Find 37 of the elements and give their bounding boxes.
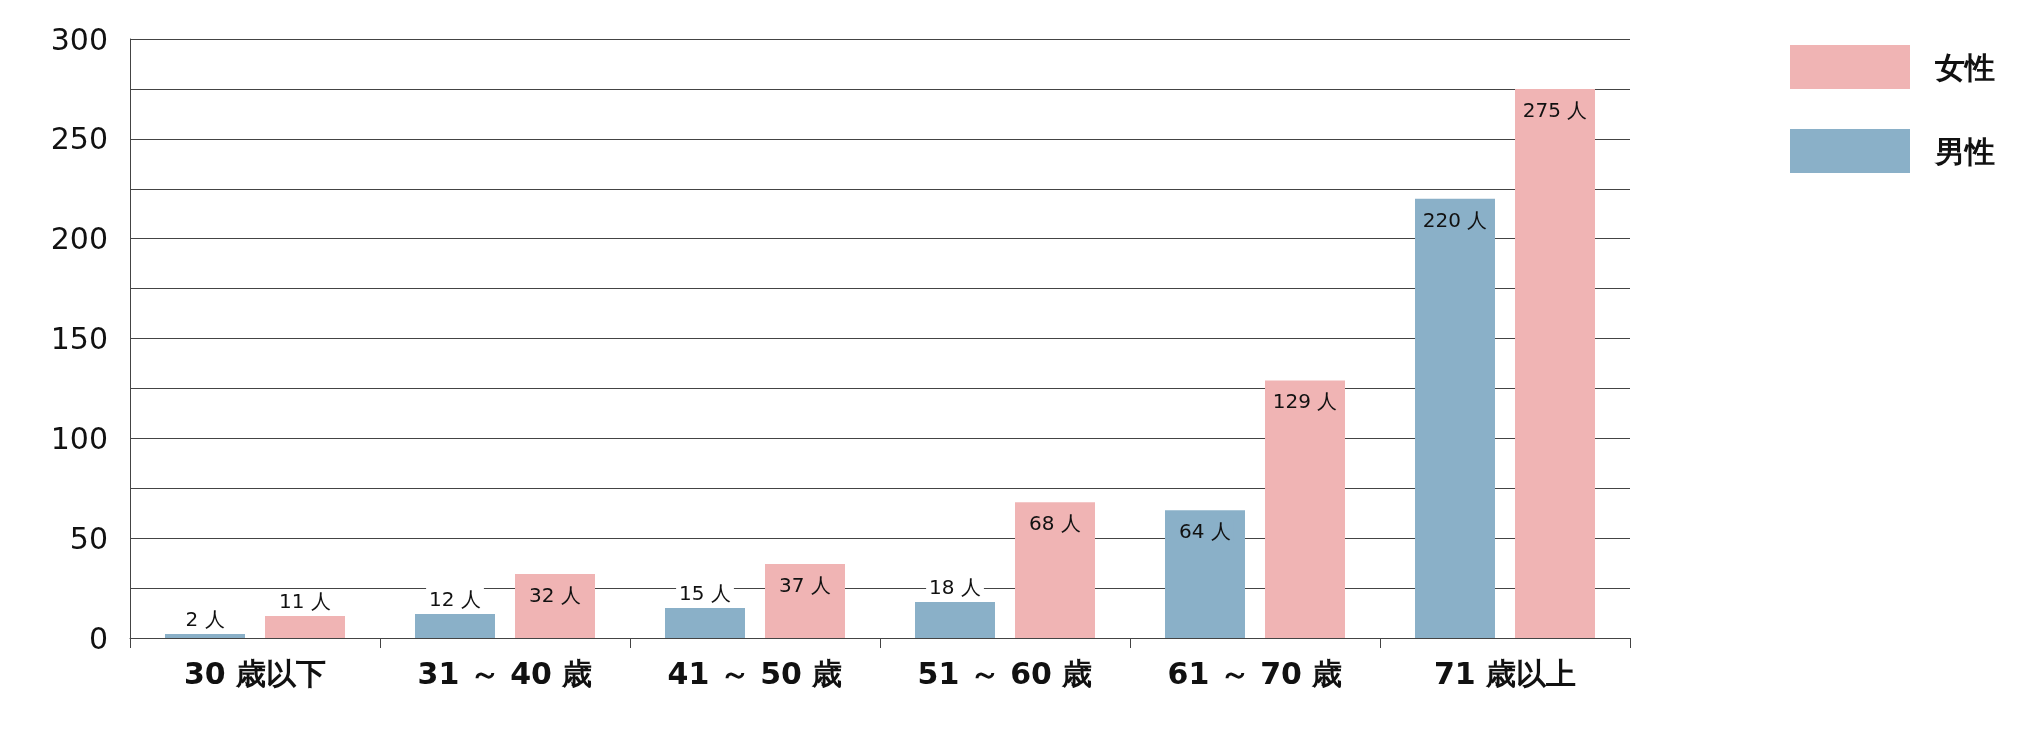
legend-label: 男性 [1934, 133, 1995, 169]
x-tick-label: 61 ～ 70 歳 [1167, 655, 1343, 691]
y-tick-label: 50 [69, 520, 108, 556]
x-tick-label: 51 ～ 60 歳 [917, 655, 1093, 691]
bar [1015, 502, 1095, 638]
legend-label: 女性 [1934, 49, 1995, 85]
data-label: 18 人 [929, 575, 981, 600]
bar [665, 608, 745, 638]
data-label: 2 人 [185, 607, 225, 632]
y-tick-label: 300 [50, 21, 108, 57]
data-label: 15 人 [679, 581, 731, 606]
bar [1415, 198, 1495, 638]
bar [1515, 88, 1595, 638]
bar [1165, 510, 1245, 638]
bar [265, 616, 345, 638]
y-tick-label: 0 [88, 620, 108, 656]
x-tick-label: 31 ～ 40 歳 [417, 655, 593, 691]
y-tick-label: 200 [50, 221, 108, 257]
data-label: 129 人 [1272, 389, 1338, 414]
bar [1265, 380, 1345, 638]
y-tick-label: 250 [50, 121, 108, 157]
y-tick-label: 150 [50, 321, 108, 356]
data-label: 11 人 [279, 589, 331, 614]
bar [915, 602, 995, 638]
x-tick-label: 30 歳以下 [183, 655, 327, 691]
x-tick-label: 41 ～ 50 歳 [667, 655, 843, 691]
data-label: 37 人 [779, 573, 831, 598]
y-tick-label: 100 [50, 420, 108, 456]
data-label: 275 人 [1522, 97, 1588, 122]
data-label: 12 人 [429, 587, 481, 612]
bar [415, 614, 495, 638]
bar [165, 634, 245, 638]
data-label: 64 人 [1179, 519, 1231, 544]
data-label: 220 人 [1422, 207, 1488, 232]
data-label: 32 人 [529, 583, 581, 608]
x-tick-label: 71 歳以上 [1433, 655, 1577, 691]
data-label: 68 人 [1029, 511, 1081, 536]
